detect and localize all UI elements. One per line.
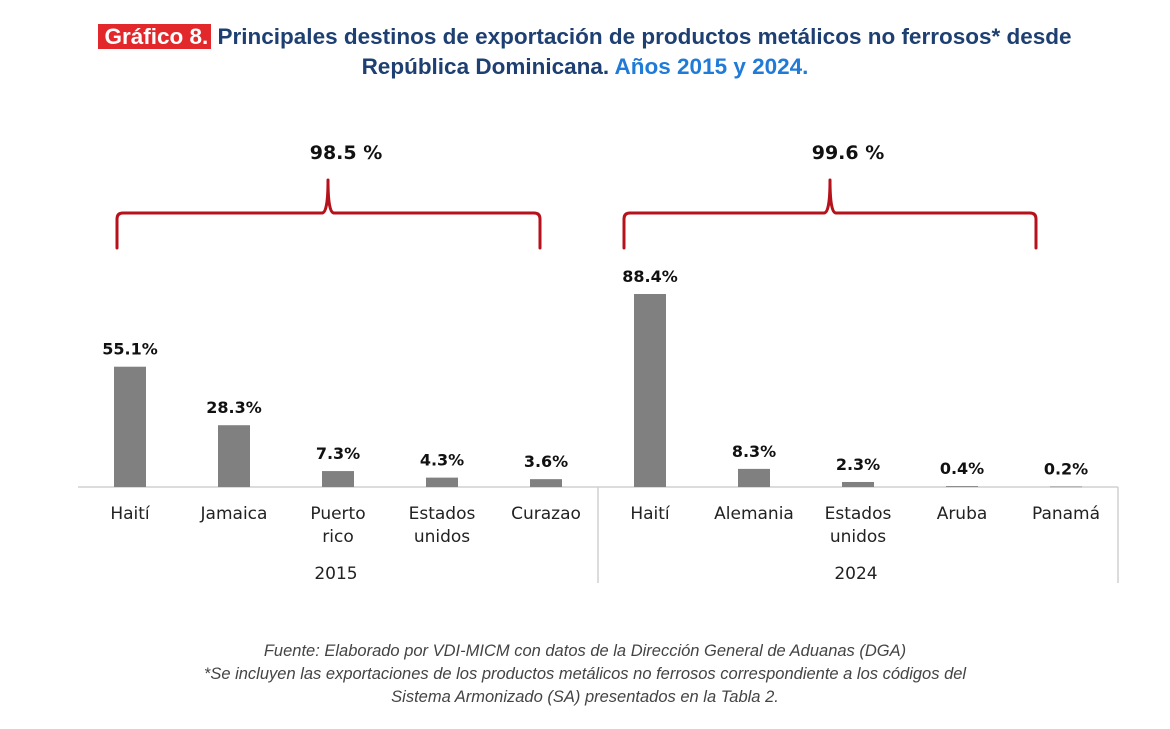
title-line-2: República Dominicana. Años 2015 y 2024.	[362, 54, 809, 79]
category-label-2024-3: Estados	[825, 504, 892, 524]
group-label-2015: 2015	[314, 564, 357, 584]
bar-2024-4	[946, 486, 978, 487]
category-label-2015-2: Jamaica	[200, 504, 268, 524]
title-line-1: Gráfico 8. Principales destinos de expor…	[0, 22, 1170, 52]
chart-title: Gráfico 8. Principales destinos de expor…	[0, 22, 1170, 82]
category-label-2024-4: Aruba	[937, 504, 988, 524]
group-label-2024: 2024	[834, 564, 877, 584]
title-main-text: Principales destinos de exportación de p…	[217, 24, 1072, 49]
bracket-total-2024: 99.6 %	[812, 142, 885, 164]
data-label-2015-3: 7.3%	[316, 444, 360, 463]
chart-footer: Fuente: Elaborado por VDI-MICM con datos…	[0, 640, 1170, 709]
figure-number-badge: Gráfico 8.	[98, 24, 212, 49]
bar-2015-2	[218, 425, 250, 487]
data-label-2015-1: 55.1%	[102, 340, 158, 359]
category-label-2015-4: Estados	[409, 504, 476, 524]
category-label-2024-3: unidos	[830, 527, 886, 547]
title-country: República Dominicana.	[361, 54, 610, 79]
data-label-2024-1: 88.4%	[622, 267, 678, 286]
category-label-2015-3: rico	[322, 527, 353, 547]
category-label-2015-4: unidos	[414, 527, 470, 547]
data-label-2024-4: 0.4%	[940, 459, 984, 478]
data-label-2015-4: 4.3%	[420, 451, 464, 470]
category-label-2015-3: Puerto	[310, 504, 365, 524]
category-label-2015-5: Curazao	[511, 504, 581, 524]
footnote-line-1: *Se incluyen las exportaciones de los pr…	[203, 665, 967, 683]
bar-2015-1	[114, 366, 146, 487]
bar-2015-5	[530, 479, 562, 487]
source-note: Fuente: Elaborado por VDI-MICM con datos…	[263, 642, 907, 660]
bar-2024-1	[634, 294, 666, 487]
footnote-line-2: Sistema Armonizado (SA) presentados en l…	[391, 688, 779, 706]
category-label-2024-2: Alemania	[714, 504, 794, 524]
data-label-2024-2: 8.3%	[732, 442, 776, 461]
bar-2015-3	[322, 471, 354, 487]
bar-2024-3	[842, 481, 874, 487]
data-label-2024-3: 2.3%	[836, 455, 880, 474]
category-label-2024-1: Haití	[630, 504, 671, 524]
bar-2024-2	[738, 468, 770, 487]
bar-2015-4	[426, 477, 458, 487]
bracket-total-2015: 98.5 %	[310, 142, 383, 164]
data-label-2024-5: 0.2%	[1044, 460, 1088, 479]
category-label-2024-5: Panamá	[1032, 504, 1100, 524]
bracket-2015	[115, 178, 542, 250]
data-label-2015-2: 28.3%	[206, 398, 262, 417]
bar-2024-5	[1050, 486, 1082, 488]
bracket-2024	[622, 178, 1038, 250]
data-label-2015-5: 3.6%	[524, 452, 568, 471]
title-years: Años 2015 y 2024.	[614, 54, 809, 79]
category-label-2015-1: Haití	[110, 504, 151, 524]
